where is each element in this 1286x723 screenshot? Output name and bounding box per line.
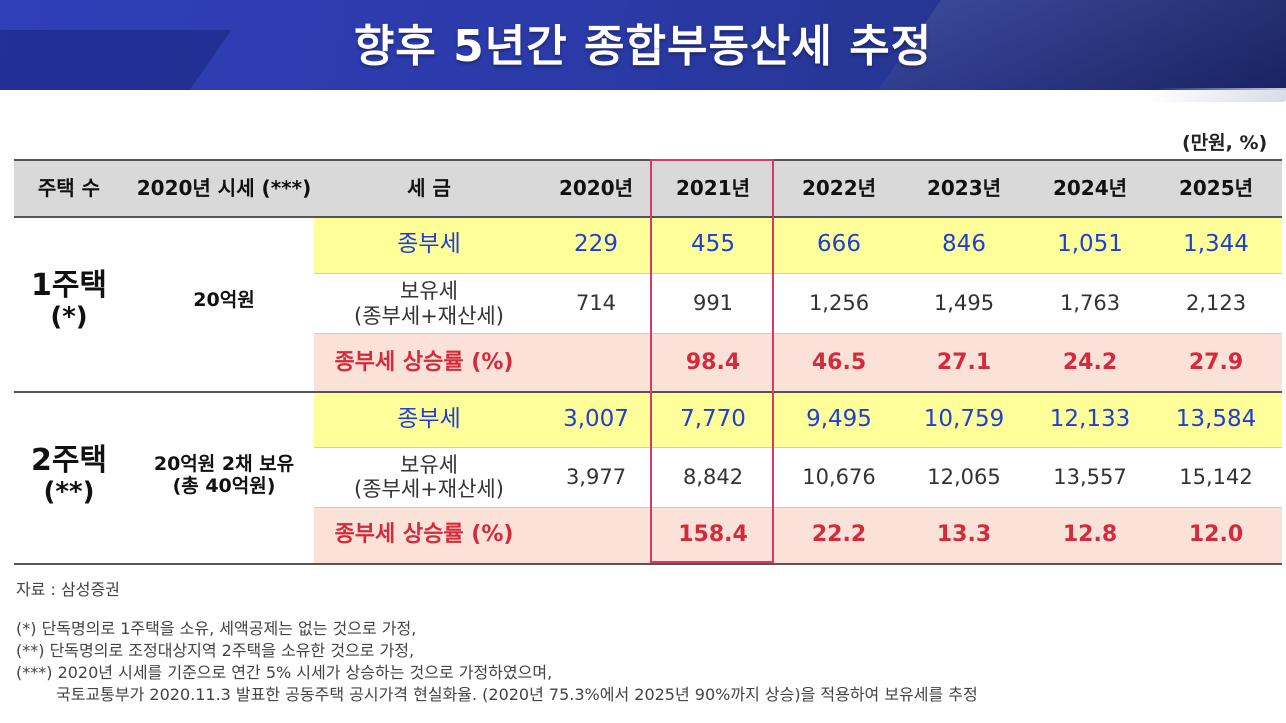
header-rule bbox=[14, 216, 1282, 218]
value-cell: 13,557 bbox=[1053, 464, 1127, 489]
value-cell: 12.8 bbox=[1062, 522, 1118, 548]
header-year: 2023년 bbox=[926, 175, 1002, 200]
row-band-yellow bbox=[314, 391, 1282, 447]
houses-note: (*) bbox=[50, 302, 88, 333]
value-cell: 1,051 bbox=[1057, 231, 1123, 258]
value-cell: 714 bbox=[575, 291, 617, 316]
row-label-growth: 종부세 상승률 (%) bbox=[334, 522, 514, 548]
row-label-boyuse: 보유세 (종부세+재산세) bbox=[324, 273, 534, 334]
row-label-main: 보유세 bbox=[400, 452, 458, 477]
value-cell: 1,495 bbox=[933, 291, 995, 316]
value-cell: 1,763 bbox=[1059, 291, 1121, 316]
row-band-yellow bbox=[314, 216, 1282, 273]
value-cell bbox=[534, 507, 658, 563]
value-cell: 846 bbox=[942, 231, 986, 258]
row-label-sub: (종부세+재산세) bbox=[354, 303, 504, 328]
table-group-1: 1주택 (*) 20억원 종부세 229 455 666 846 1,051 1… bbox=[14, 216, 1282, 391]
table-group-2: 2주택 (**) 20억원 2채 보유 (총 40억원) 종부세 3,007 7… bbox=[14, 391, 1282, 563]
price-label: 20억원 bbox=[193, 289, 255, 312]
houses-cell: 2주택 (**) bbox=[14, 431, 124, 521]
row-divider bbox=[314, 447, 1282, 448]
value-cell: 9,495 bbox=[806, 405, 872, 432]
value-cell: 3,007 bbox=[563, 405, 629, 432]
row-label-jongbuse: 종부세 bbox=[397, 231, 461, 258]
header-price: 2020년 시세 (***) bbox=[136, 175, 312, 200]
table-top-rule bbox=[14, 159, 1282, 161]
footnote: (**) 단독명의로 조정대상지역 2주택을 소유한 것으로 가정, bbox=[16, 641, 415, 660]
value-cell: 12.0 bbox=[1188, 522, 1244, 548]
value-cell: 1,344 bbox=[1183, 231, 1249, 258]
banner-swoosh bbox=[1144, 88, 1286, 102]
value-cell: 455 bbox=[691, 231, 735, 258]
value-cell: 10,676 bbox=[802, 464, 876, 489]
row-label-jongbuse: 종부세 bbox=[397, 405, 461, 432]
houses-label: 1주택 bbox=[30, 267, 108, 303]
row-divider bbox=[314, 333, 1282, 334]
houses-cell: 1주택 (*) bbox=[14, 256, 124, 346]
row-label-growth: 종부세 상승률 (%) bbox=[334, 349, 514, 375]
header-houses: 주택 수 bbox=[37, 175, 101, 200]
table-header: 주택 수 2020년 시세 (***) 세 금 2020년 2021년 2022… bbox=[14, 160, 1282, 216]
footnote: (***) 2020년 시세를 기준으로 연간 5% 시세가 상승하는 것으로 … bbox=[16, 663, 553, 682]
source-note: 자료 : 삼성증권 bbox=[16, 580, 120, 599]
value-cell: 12,065 bbox=[927, 464, 1001, 489]
value-cell: 22.2 bbox=[811, 522, 867, 548]
header-year: 2024년 bbox=[1052, 175, 1128, 200]
price-sub: (총 40억원) bbox=[172, 475, 276, 497]
row-label-sub: (종부세+재산세) bbox=[354, 477, 504, 501]
value-cell: 158.4 bbox=[678, 522, 748, 548]
value-cell: 13,584 bbox=[1175, 405, 1257, 432]
value-cell: 7,770 bbox=[680, 405, 746, 432]
footnotes: (*) 단독명의로 1주택을 소유, 세액공제는 없는 것으로 가정, (**)… bbox=[16, 618, 978, 706]
header-year: 2025년 bbox=[1178, 175, 1254, 200]
header-year: 2021년 bbox=[675, 175, 751, 200]
value-cell: 27.1 bbox=[936, 349, 992, 375]
highlight-2021-column bbox=[650, 159, 774, 563]
value-cell: 3,977 bbox=[565, 464, 627, 489]
price-cell: 20억원 bbox=[124, 276, 324, 326]
price-cell: 20억원 2채 보유 (총 40억원) bbox=[124, 446, 324, 506]
footnote: 국토교통부가 2020.11.3 발표한 공동주택 공시가격 현실화율. (20… bbox=[56, 685, 978, 704]
houses-note: (**) bbox=[43, 477, 95, 508]
value-cell: 1,256 bbox=[808, 291, 870, 316]
value-cell: 12,133 bbox=[1049, 405, 1131, 432]
row-divider bbox=[314, 507, 1282, 508]
value-cell: 24.2 bbox=[1062, 349, 1118, 375]
row-label-main: 보유세 bbox=[400, 279, 458, 304]
value-cell: 229 bbox=[574, 231, 618, 258]
value-cell: 15,142 bbox=[1179, 464, 1253, 489]
row-divider bbox=[314, 273, 1282, 274]
row-label-boyuse: 보유세 (종부세+재산세) bbox=[324, 447, 534, 507]
value-cell: 666 bbox=[817, 231, 861, 258]
header-year: 2022년 bbox=[801, 175, 877, 200]
header-tax: 세 금 bbox=[407, 175, 451, 200]
footnote: (*) 단독명의로 1주택을 소유, 세액공제는 없는 것으로 가정, bbox=[16, 619, 417, 638]
value-cell: 10,759 bbox=[923, 405, 1005, 432]
houses-label: 2주택 bbox=[30, 442, 108, 478]
value-cell: 98.4 bbox=[685, 349, 741, 375]
page-title: 향후 5년간 종합부동산세 추정 bbox=[353, 21, 933, 72]
value-cell: 27.9 bbox=[1188, 349, 1244, 375]
value-cell: 46.5 bbox=[811, 349, 867, 375]
header-year: 2020년 bbox=[558, 175, 634, 200]
row-band-pink bbox=[314, 334, 1282, 391]
unit-label: (만원, %) bbox=[1182, 132, 1268, 154]
value-cell: 2,123 bbox=[1185, 291, 1247, 316]
table-bottom-rule bbox=[14, 563, 1282, 565]
value-cell: 13.3 bbox=[936, 522, 992, 548]
value-cell bbox=[534, 334, 658, 391]
value-cell: 991 bbox=[692, 291, 734, 316]
title-banner: 향후 5년간 종합부동산세 추정 bbox=[0, 0, 1286, 90]
row-band-pink bbox=[314, 507, 1282, 563]
group-rule bbox=[14, 391, 1282, 393]
value-cell: 8,842 bbox=[682, 464, 744, 489]
price-label: 20억원 2채 보유 bbox=[153, 453, 295, 476]
